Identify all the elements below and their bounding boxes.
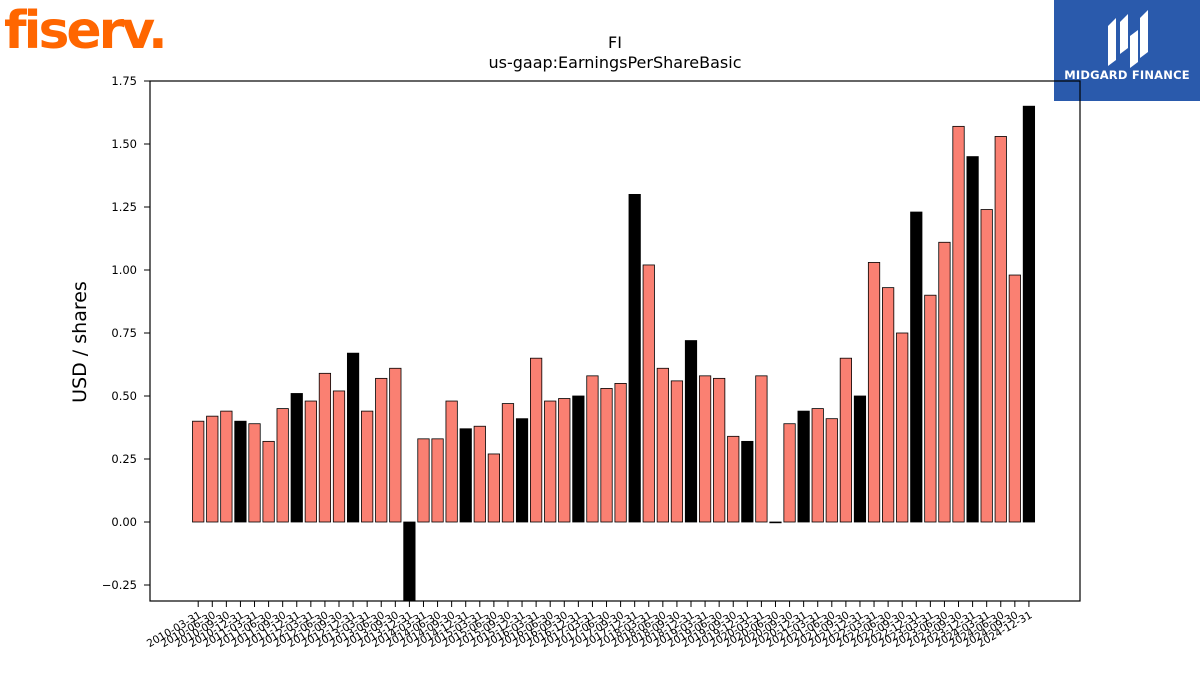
y-tick-label: 0.50 <box>111 389 137 403</box>
y-tick-label: 1.75 <box>111 74 137 88</box>
y-tick-label: 0.00 <box>111 515 137 529</box>
bar-2021-06-30 <box>825 418 838 523</box>
y-tick-label: 1.50 <box>111 137 137 151</box>
plot-frame <box>149 80 1081 602</box>
bar-2020-06-30 <box>769 521 782 524</box>
bar-2010-03-31 <box>192 420 205 523</box>
y-axis-label: USD / shares <box>69 281 91 403</box>
bar-2012-03-31 <box>304 400 317 523</box>
bar-2022-03-31 <box>867 262 881 523</box>
bar-2013-09-30 <box>389 367 402 523</box>
bar-2014-06-30 <box>431 438 444 523</box>
bar-2013-12-31 <box>403 521 416 601</box>
bar-2018-12-31 <box>684 340 698 523</box>
y-axis: −0.25 0.00 0.25 0.50 0.75 1.00 1.25 1.50 1.75 <box>102 74 150 592</box>
bar-2016-09-30 <box>558 398 571 523</box>
bar-2011-09-30 <box>276 408 289 523</box>
bar-2021-12-31 <box>853 395 867 523</box>
y-tick-label: 1.25 <box>111 200 137 214</box>
bar-2016-12-31 <box>572 395 585 523</box>
bars-group <box>192 105 1036 601</box>
bar-2013-06-30 <box>375 377 388 523</box>
bar-2018-06-30 <box>656 367 669 523</box>
bar-2014-09-30 <box>445 400 458 523</box>
bar-2010-09-30 <box>220 410 233 523</box>
bar-2016-03-31 <box>530 357 543 523</box>
bar-2015-06-30 <box>487 453 500 523</box>
bar-2014-12-31 <box>459 428 472 523</box>
bar-2015-09-30 <box>501 403 515 523</box>
bar-2016-06-30 <box>544 400 557 523</box>
bar-2017-09-30 <box>614 382 627 523</box>
bar-2017-12-31 <box>628 193 641 523</box>
bar-2019-03-31 <box>698 375 712 523</box>
bar-2022-06-30 <box>882 287 895 523</box>
bar-2012-06-30 <box>318 372 332 523</box>
midgard-finance-name: MIDGARD FINANCE <box>1064 68 1190 82</box>
x-axis: 2010-03-312010-06-302010-09-302010-12-31… <box>145 601 1034 650</box>
chart-title: FI <box>608 33 622 52</box>
midgard-finance-logo: MIDGARD FINANCE <box>1054 0 1200 101</box>
bar-2012-09-30 <box>332 390 346 523</box>
bar-2011-06-30 <box>262 440 275 523</box>
bar-2024-09-30 <box>1008 274 1021 523</box>
bar-2010-12-31 <box>234 420 247 523</box>
bar-2020-12-31 <box>797 410 810 523</box>
bar-2011-03-31 <box>248 423 261 523</box>
bar-2024-12-31 <box>1022 105 1036 523</box>
bar-2017-03-31 <box>586 375 599 523</box>
bar-2023-03-31 <box>924 294 937 523</box>
bar-2020-03-31 <box>755 375 768 523</box>
bar-2021-09-30 <box>839 357 852 523</box>
y-tick-label: 0.75 <box>111 326 137 340</box>
bar-2015-03-31 <box>473 425 486 523</box>
bar-2011-12-31 <box>290 393 303 523</box>
bar-2023-06-30 <box>938 241 951 523</box>
y-tick-label: −0.25 <box>102 578 137 592</box>
bar-2010-06-30 <box>206 415 219 523</box>
bar-2019-06-30 <box>713 377 726 523</box>
y-tick-label: 0.25 <box>111 452 137 466</box>
bar-2015-12-31 <box>515 418 529 523</box>
bar-2024-03-31 <box>980 209 993 523</box>
y-tick-label: 1.00 <box>111 263 137 277</box>
bar-2023-12-31 <box>966 156 979 523</box>
bar-2014-03-31 <box>417 438 430 523</box>
bar-2020-09-30 <box>783 423 796 523</box>
bar-2012-12-31 <box>346 352 360 523</box>
bar-2022-12-31 <box>910 211 923 523</box>
bar-2018-03-31 <box>642 264 655 523</box>
chart-subtitle: us-gaap:EarningsPerShareBasic <box>488 53 741 72</box>
bar-2019-12-31 <box>741 440 754 523</box>
bar-2022-09-30 <box>896 332 909 523</box>
bar-2023-09-30 <box>952 125 965 523</box>
bar-2013-03-31 <box>361 410 374 523</box>
bar-2019-09-30 <box>727 435 740 523</box>
bar-2017-06-30 <box>600 388 613 523</box>
midgard-mark-icon <box>1108 10 1148 68</box>
bar-2018-09-30 <box>670 380 684 523</box>
bar-2024-06-30 <box>994 136 1007 523</box>
bar-2021-03-31 <box>811 408 824 523</box>
fiserv-logo: fiserv. <box>4 1 168 61</box>
